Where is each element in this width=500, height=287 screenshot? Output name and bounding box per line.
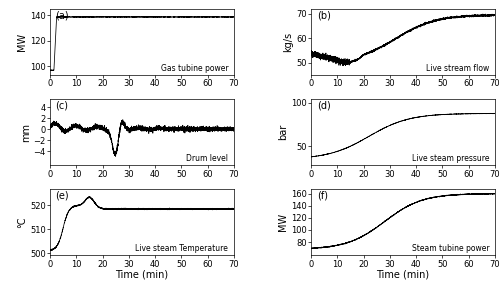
Text: (a): (a) xyxy=(56,11,69,21)
X-axis label: Time (min): Time (min) xyxy=(116,270,168,280)
Y-axis label: MW: MW xyxy=(278,213,288,231)
Text: (c): (c) xyxy=(56,101,68,111)
Text: Steam tubine power: Steam tubine power xyxy=(412,244,490,253)
Y-axis label: MW: MW xyxy=(18,33,28,51)
Text: Live steam Temperature: Live steam Temperature xyxy=(136,244,228,253)
Y-axis label: bar: bar xyxy=(278,124,288,140)
Y-axis label: kg/s: kg/s xyxy=(284,32,294,52)
Y-axis label: °C: °C xyxy=(18,216,28,228)
Text: Gas tubine power: Gas tubine power xyxy=(160,64,228,73)
Text: Live stream flow: Live stream flow xyxy=(426,64,490,73)
Text: Live steam pressure: Live steam pressure xyxy=(412,154,490,163)
Text: (b): (b) xyxy=(316,11,330,21)
Text: (f): (f) xyxy=(316,191,328,201)
Text: (e): (e) xyxy=(56,191,69,201)
Text: (d): (d) xyxy=(316,101,330,111)
Y-axis label: mm: mm xyxy=(21,123,31,141)
Text: Drum level: Drum level xyxy=(186,154,228,163)
X-axis label: Time (min): Time (min) xyxy=(376,270,430,280)
